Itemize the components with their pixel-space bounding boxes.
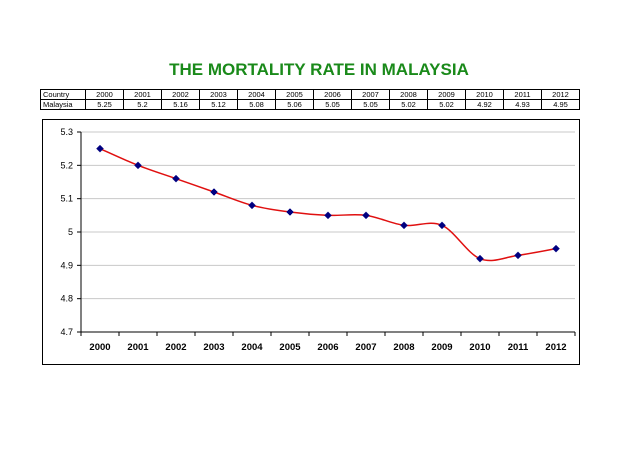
x-tick-label: 2007 <box>355 342 376 353</box>
data-point <box>514 251 522 260</box>
table-year-cell: 2006 <box>313 89 352 100</box>
table-year-cell: 2001 <box>123 89 162 100</box>
data-point <box>210 188 218 196</box>
data-point <box>476 254 484 263</box>
y-tick-label: 4.9 <box>60 260 73 270</box>
x-tick-label: 2001 <box>127 342 149 353</box>
table-data-row: Malaysia 5.25 5.2 5.16 5.12 5.08 5.06 5.… <box>40 99 580 110</box>
data-point <box>172 174 180 183</box>
table-value-cell: 5.06 <box>275 99 314 110</box>
x-tick-label: 2012 <box>545 342 566 353</box>
table-value-cell: 4.95 <box>541 99 580 110</box>
table-header-label: Country <box>40 89 86 100</box>
y-tick-label: 5.3 <box>60 127 73 137</box>
table-value-cell: 5.05 <box>313 99 352 110</box>
table-year-cell: 2007 <box>351 89 390 100</box>
data-point <box>248 201 256 210</box>
table-value-cell: 5.25 <box>85 99 124 110</box>
table-value-cell: 5.2 <box>123 99 162 110</box>
chart-frame: 4.7 4.8 4.9 5 5.1 5.2 5.3 2000 2001 2002 2003 2004 2… <box>42 119 580 365</box>
data-point <box>438 221 446 230</box>
table-year-cell: 2005 <box>275 89 314 100</box>
line-chart: 4.7 4.8 4.9 5 5.1 5.2 5.3 2000 2001 2002 2003 2004 2… <box>60 127 576 353</box>
x-tick-label: 2009 <box>431 342 452 353</box>
table-value-cell: 5.02 <box>427 99 466 110</box>
table-value-cell: 4.92 <box>465 99 504 110</box>
chart-title: THE MORTALITY RATE IN MALAYSIA <box>169 60 469 79</box>
y-tick-label: 5 <box>68 227 73 237</box>
table-year-cell: 2011 <box>503 89 542 100</box>
y-tick-label: 4.7 <box>60 327 73 337</box>
table-value-cell: 5.08 <box>237 99 276 110</box>
x-tick-label: 2006 <box>317 342 338 353</box>
table-value-cell: 5.16 <box>161 99 200 110</box>
x-tick-label: 2000 <box>89 342 110 353</box>
data-point <box>96 144 104 153</box>
data-point <box>400 221 408 230</box>
data-point <box>134 161 142 170</box>
table-year-cell: 2004 <box>237 89 276 100</box>
table-value-cell: 5.12 <box>199 99 238 110</box>
table-value-cell: 5.02 <box>389 99 428 110</box>
x-tick-label: 2002 <box>165 342 186 353</box>
data-point <box>324 211 332 220</box>
table-year-cell: 2003 <box>199 89 238 100</box>
table-year-cell: 2010 <box>465 89 504 100</box>
table-year-cell: 2000 <box>85 89 124 100</box>
table-year-cell: 2012 <box>541 89 580 100</box>
x-tick-label: 2003 <box>203 342 224 353</box>
y-tick-label: 5.1 <box>60 194 73 204</box>
x-tick-label: 2005 <box>279 342 301 353</box>
table-year-cell: 2009 <box>427 89 466 100</box>
x-tick-label: 2008 <box>393 342 414 353</box>
table-row-label: Malaysia <box>40 99 86 110</box>
y-tick-label: 4.8 <box>60 294 73 304</box>
data-point <box>552 244 560 253</box>
table-value-cell: 5.05 <box>351 99 390 110</box>
x-tick-label: 2004 <box>241 342 263 353</box>
table-header-row: Country 2000 2001 2002 2003 2004 2005 20… <box>40 89 580 100</box>
data-point <box>362 211 370 220</box>
table-year-cell: 2008 <box>389 89 428 100</box>
table-value-cell: 4.93 <box>503 99 542 110</box>
x-tick-label: 2010 <box>469 342 490 353</box>
data-point <box>286 208 294 216</box>
y-tick-label: 5.2 <box>60 160 73 170</box>
x-tick-label: 2011 <box>508 342 529 353</box>
data-table: Country 2000 2001 2002 2003 2004 2005 20… <box>40 89 580 110</box>
table-year-cell: 2002 <box>161 89 200 100</box>
